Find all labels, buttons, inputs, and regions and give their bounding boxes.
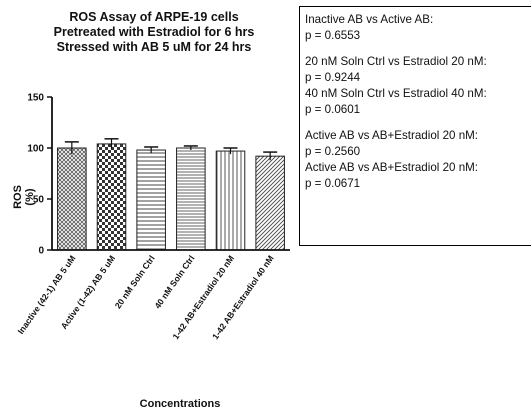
stat-comparison: Active AB vs AB+Estradiol 20 nM: xyxy=(305,161,479,174)
x-tick-label: 40 nM Soln Ctrl xyxy=(152,253,196,310)
bar xyxy=(57,147,87,251)
bar xyxy=(136,149,166,251)
stat-p-value: p = 0.6553 xyxy=(305,29,361,42)
stat-group-1: Inactive AB vs Active AB: p = 0.6553 xyxy=(305,12,531,44)
y-tick-label: 100 xyxy=(27,144,44,155)
y-tick-label: 50 xyxy=(33,195,45,206)
stat-p-value: p = 0.9244 xyxy=(305,71,361,84)
y-tick-label: 0 xyxy=(38,246,44,257)
chart-title-line-2: Pretreated with Estradiol for 6 hrs xyxy=(53,25,255,39)
stat-comparison: 20 nM Soln Ctrl vs Estradiol 20 nM: xyxy=(305,55,487,68)
bar xyxy=(215,150,246,251)
stat-p-value: p = 0.0671 xyxy=(305,177,361,190)
bar xyxy=(96,143,127,251)
stat-group-3: Active AB vs AB+Estradiol 20 nM: p = 0.2… xyxy=(305,128,531,192)
chart-title-line-1: ROS Assay of ARPE-19 cells xyxy=(69,10,239,24)
stat-group-2: 20 nM Soln Ctrl vs Estradiol 20 nM: p = … xyxy=(305,54,531,118)
stat-p-value: p = 0.2560 xyxy=(305,145,361,158)
y-tick-label: 150 xyxy=(27,93,44,104)
stat-comparison: Inactive AB vs Active AB: xyxy=(305,13,434,26)
chart-title-line-3: Stressed with AB 5 uM for 24 hrs xyxy=(56,40,252,54)
y-axis-title: ROS (%) xyxy=(12,185,36,209)
chart-title: ROS Assay of ARPE-19 cells Pretreated wi… xyxy=(28,10,280,55)
stat-comparison: 40 nM Soln Ctrl vs Estradiol 40 nM: xyxy=(305,87,487,100)
bar xyxy=(255,155,285,251)
x-axis-title: Concentrations xyxy=(139,398,221,410)
p-value-legend-box: Inactive AB vs Active AB: p = 0.6553 20 … xyxy=(299,6,531,246)
stat-p-value: p = 0.0601 xyxy=(305,103,361,116)
x-tick-label: 20 nM Soln Ctrl xyxy=(113,253,157,310)
bar xyxy=(176,147,206,251)
stat-comparison: Active AB vs AB+Estradiol 20 nM: xyxy=(305,129,479,142)
